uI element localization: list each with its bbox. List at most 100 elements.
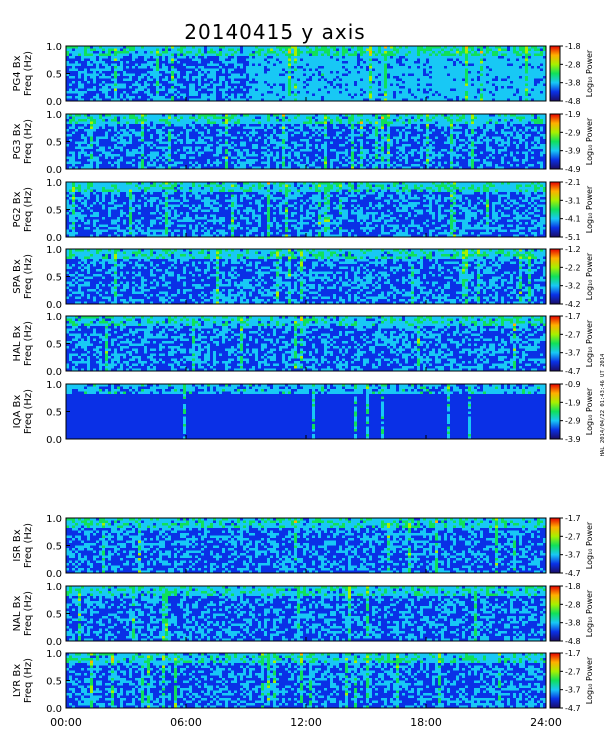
- colorbar-tick-label: -4.7: [565, 569, 581, 578]
- heatmap-image: [66, 249, 546, 304]
- y-tick-label: 0.5: [46, 610, 62, 621]
- panel-name-label: PG4 Bx: [12, 55, 23, 91]
- colorbar: [549, 113, 561, 170]
- heatmap-image: [66, 182, 546, 237]
- panel-ylabel: Freq (Hz): [23, 658, 34, 703]
- y-tick-label: 1.0: [46, 514, 62, 525]
- colorbar-tick-label: -1.7: [565, 514, 581, 523]
- colorbar-label: Log₁₀ Power: [585, 117, 594, 165]
- y-tick-label: 0.0: [46, 233, 62, 244]
- panel-name-label: HAL Bx: [12, 325, 23, 361]
- y-tick-label: 0.0: [46, 165, 62, 176]
- colorbar-tick-label: -1.9: [565, 110, 581, 119]
- x-tick-label: 18:00: [410, 716, 442, 729]
- y-tick-label: 1.0: [46, 582, 62, 593]
- heatmap-image: [66, 46, 546, 101]
- heatmap-image: [66, 384, 546, 439]
- panel-ylabel: Freq (Hz): [23, 51, 34, 96]
- colorbar-tick-label: -2.7: [565, 330, 581, 339]
- panel-name-label: PG2 Bx: [12, 191, 23, 227]
- colorbar-tick-label: -2.1: [565, 178, 581, 187]
- panel-name-label: IQA Bx: [12, 395, 23, 429]
- y-tick-label: 1.0: [46, 312, 62, 323]
- panel-isr-bx: 0.0 0.5 1.0 ISR Bx Freq (Hz) -1.7 -2.7 -3.7 -4.7…: [12, 514, 594, 580]
- y-tick-label: 0.0: [46, 637, 62, 648]
- colorbar-tick-label: -4.7: [565, 704, 581, 713]
- colorbar-tick-label: -1.7: [565, 649, 581, 658]
- y-tick-label: 1.0: [46, 245, 62, 256]
- y-tick-label: 0.5: [46, 677, 62, 688]
- colorbar-tick-label: -3.7: [565, 349, 581, 358]
- panel-spa-bx: 0.0 0.5 1.0 SPA Bx Freq (Hz) -1.2 -2.2 -3.2 -4.2…: [12, 245, 594, 311]
- colorbar-tick-label: -0.9: [565, 380, 581, 389]
- panel-ylabel: Freq (Hz): [23, 523, 34, 568]
- colorbar-tick-label: -4.7: [565, 367, 581, 376]
- colorbar-label: Log₁₀ Power: [585, 185, 594, 233]
- panel-name-label: ISR Bx: [12, 529, 23, 561]
- y-tick-label: 0.5: [46, 408, 62, 419]
- colorbar: [549, 517, 561, 574]
- colorbar-tick-label: -1.7: [565, 312, 581, 321]
- colorbar-tick-label: -4.2: [565, 300, 581, 309]
- colorbar: [549, 248, 561, 305]
- panel-name-label: SPA Bx: [12, 259, 23, 294]
- y-tick-label: 0.5: [46, 340, 62, 351]
- y-tick-label: 1.0: [46, 380, 62, 391]
- y-tick-label: 0.0: [46, 367, 62, 378]
- colorbar-tick-label: -1.8: [565, 42, 581, 51]
- panel-pg4-bx: 0.0 0.5 1.0 PG4 Bx Freq (Hz) -1.8 -2.8 -3.8 -4.8…: [12, 42, 594, 108]
- y-tick-label: 0.5: [46, 542, 62, 553]
- panel-iqa-bx: 0.0 0.5 1.0 IQA Bx Freq (Hz) -0.9 -1.9 -2.9 -3.9…: [12, 380, 594, 446]
- colorbar-tick-label: -4.8: [565, 637, 581, 646]
- colorbar-tick-label: -1.9: [565, 398, 581, 407]
- panel-name-label: PG3 Bx: [12, 123, 23, 159]
- colorbar-label: Log₁₀ Power: [585, 252, 594, 300]
- colorbar-tick-label: -3.7: [565, 686, 581, 695]
- colorbar-tick-label: -5.1: [565, 233, 581, 242]
- heatmap-image: [66, 114, 546, 169]
- y-tick-label: 0.5: [46, 273, 62, 284]
- colorbar: [549, 45, 561, 102]
- panel-name-label: NAL Bx: [12, 595, 23, 631]
- panel-hal-bx: 0.0 0.5 1.0 HAL Bx Freq (Hz) -1.7 -2.7 -3.7 -4.7…: [12, 312, 594, 378]
- colorbar-tick-label: -3.2: [565, 282, 581, 291]
- x-tick-label: 00:00: [50, 716, 82, 729]
- y-tick-label: 1.0: [46, 649, 62, 660]
- panel-nal-bx: 0.0 0.5 1.0 NAL Bx Freq (Hz) -1.8 -2.8 -3.8 -4.8…: [12, 582, 594, 648]
- x-tick-label: 12:00: [290, 716, 322, 729]
- y-tick-label: 0.5: [46, 70, 62, 81]
- colorbar-tick-label: -3.1: [565, 196, 581, 205]
- y-tick-label: 1.0: [46, 178, 62, 189]
- panel-ylabel: Freq (Hz): [23, 389, 34, 434]
- colorbar-label: Log₁₀ Power: [585, 589, 594, 637]
- colorbar-tick-label: -3.9: [565, 147, 581, 156]
- time-axis: 00:00 06:00 12:00 18:00 24:00: [50, 716, 562, 729]
- heatmap-image: [66, 316, 546, 371]
- side-note: HAL 2014/04/22 01:43:46 UT 2014: [600, 353, 606, 456]
- colorbar-tick-label: -4.8: [565, 97, 581, 106]
- y-tick-label: 1.0: [46, 42, 62, 53]
- colorbar-label: Log₁₀ Power: [585, 521, 594, 569]
- panel-pg2-bx: 0.0 0.5 1.0 PG2 Bx Freq (Hz) -2.1 -3.1 -4.1 -5.1…: [12, 178, 594, 244]
- panel-ylabel: Freq (Hz): [23, 187, 34, 232]
- colorbar-tick-label: -3.9: [565, 435, 581, 444]
- colorbar-label: Log₁₀ Power: [585, 656, 594, 704]
- panel-ylabel: Freq (Hz): [23, 254, 34, 299]
- heatmap-image: [66, 586, 546, 641]
- colorbar-tick-label: -2.7: [565, 532, 581, 541]
- colorbar: [549, 181, 561, 238]
- colorbar-tick-label: -3.8: [565, 79, 581, 88]
- y-tick-label: 0.5: [46, 206, 62, 217]
- colorbar-label: Log₁₀ Power: [585, 387, 594, 435]
- x-tick-label: 24:00: [530, 716, 562, 729]
- heatmap-image: [66, 653, 546, 708]
- y-tick-label: 0.5: [46, 138, 62, 149]
- panel-lyr-bx: 0.0 0.5 1.0 LYR Bx Freq (Hz) -1.7 -2.7 -3.7 -4.7…: [12, 649, 594, 715]
- colorbar-tick-label: -4.1: [565, 215, 581, 224]
- y-tick-label: 0.0: [46, 704, 62, 715]
- colorbar-tick-label: -2.7: [565, 667, 581, 676]
- figure-title: 20140415 y axis: [184, 20, 365, 44]
- colorbar-tick-label: -1.8: [565, 582, 581, 591]
